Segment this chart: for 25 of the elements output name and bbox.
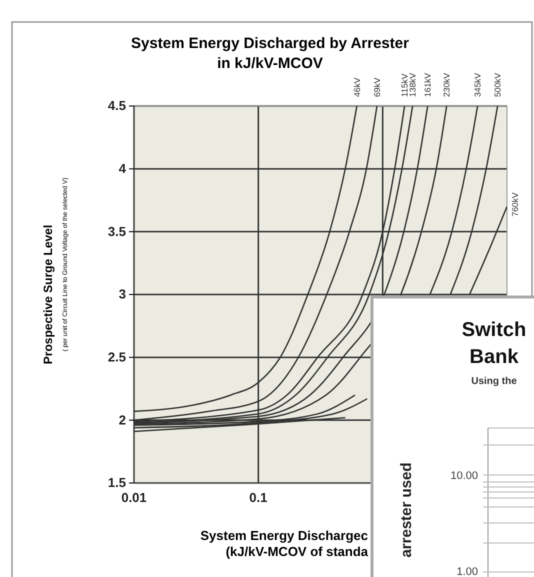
- text: 115kV: [400, 73, 410, 97]
- x-tick-label: 0.01: [121, 490, 147, 506]
- y-tick-label: 3: [118, 286, 126, 302]
- text: 46kV: [352, 77, 362, 97]
- text: 1.00: [456, 566, 478, 577]
- x-tick-label: 0.1: [249, 490, 268, 506]
- chart-title: System Energy Discharged by Arrester in kJ/kV-MCOV: [131, 35, 410, 72]
- text: 69kV: [372, 77, 382, 97]
- y-tick-label: 1.5: [108, 475, 126, 490]
- text: Using the: [471, 376, 518, 387]
- y-tick-label: 2: [118, 412, 126, 428]
- y-tick-label: 4: [118, 160, 127, 176]
- text: 230kV: [442, 72, 452, 97]
- text: 161kV: [422, 72, 433, 97]
- text: Switch Bank: [462, 319, 526, 368]
- y-tick-label: 4.5: [108, 98, 126, 114]
- x-axis-title: System Energy Dischargec (kJ/kV-MCOV of standa: [200, 528, 369, 559]
- annotation: 10.00: [450, 470, 478, 482]
- text: 760kV: [510, 192, 520, 217]
- text: 500kV: [492, 72, 503, 97]
- y-tick-label: 3.5: [108, 224, 126, 239]
- y-tick-label: 2.5: [108, 349, 126, 364]
- text: 345kV: [472, 72, 483, 97]
- text: 138kV: [408, 72, 418, 97]
- text: arrester used: [398, 462, 415, 558]
